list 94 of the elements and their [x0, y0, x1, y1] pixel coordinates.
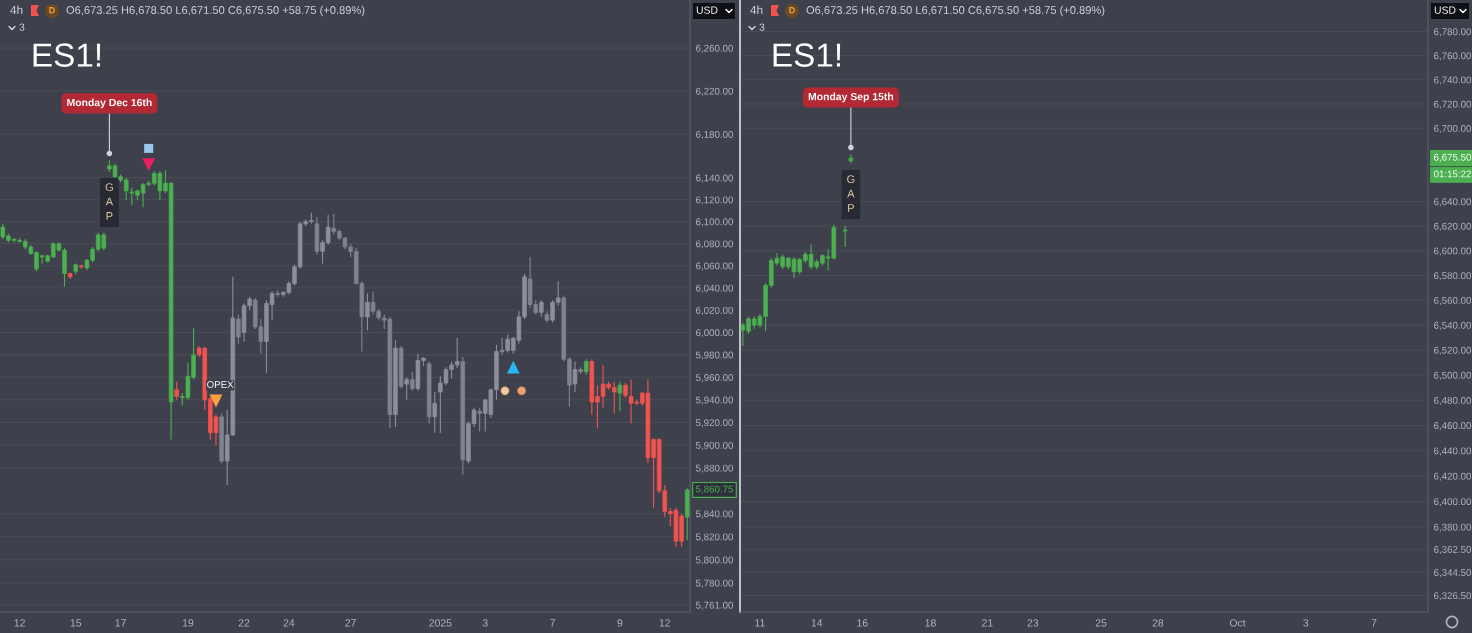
text: ES1! [773, 43, 841, 67]
annotation: GAP [847, 175, 855, 212]
annotation: 3 [19, 23, 25, 31]
x-tick-label: 3 [1303, 619, 1309, 627]
y-tick-label: 6,740.00 [1434, 76, 1472, 85]
annotation: Monday Sep 15th [808, 92, 894, 103]
text: 01:15:22 [1433, 170, 1471, 178]
y-tick-label: 6,060.00 [696, 262, 734, 271]
annotation: O6,673.25 H6,678.50 L6,671.50 C6,675.50 +58.75 (+0.89%) [66, 5, 365, 17]
y-tick-label: 6,460.00 [1434, 422, 1472, 431]
y-axis-title: USD [1434, 6, 1456, 14]
candlestick [842, 225, 848, 248]
y-axis-title: USD [696, 6, 718, 14]
annotation: D [789, 7, 795, 14]
x-tick-label: 7 [1371, 619, 1377, 627]
y-tick-label: 6,344.50 [1434, 569, 1472, 578]
y-tick-label: 5,920.00 [695, 419, 734, 428]
x-tick-label: 27 [345, 619, 356, 627]
y-tick-label: 6,180.00 [696, 131, 734, 140]
annotation: GAP [105, 183, 114, 220]
annotation: 3 [759, 23, 765, 31]
y-tick-label: 6,440.00 [1434, 447, 1472, 456]
x-tick-label: 21 [982, 619, 993, 627]
x-tick-label: 24 [283, 619, 295, 627]
y-tick-label: 6,100.00 [696, 218, 734, 227]
x-tick-label: 15 [70, 619, 82, 627]
y-tick-label: 6,120.00 [696, 196, 734, 205]
y-tick-label: 6,260.00 [696, 44, 734, 53]
y-tick-label: 5,820.00 [695, 533, 734, 542]
y-tick-label: 6,326.50 [1434, 592, 1472, 601]
candlestick [174, 381, 179, 401]
y-tick-label: 6,000.00 [696, 329, 734, 338]
y-tick-label: 6,580.00 [1434, 272, 1472, 281]
x-tick-label: 19 [182, 619, 194, 627]
annotation: 6,675.50 [1434, 153, 1472, 162]
x-tick-label: 28 [1152, 619, 1164, 627]
y-tick-label: 5,960.00 [695, 374, 734, 383]
x-tick-label: 22 [238, 619, 250, 627]
x-tick-label: Oct [1229, 619, 1246, 627]
y-tick-label: 6,040.00 [696, 284, 734, 293]
x-tick-label: 3 [482, 619, 488, 627]
y-tick-label: 6,620.00 [1434, 222, 1472, 231]
y-tick-label: 6,540.00 [1434, 321, 1472, 330]
x-tick-label: 25 [1095, 619, 1107, 627]
y-tick-label: 6,080.00 [696, 240, 734, 249]
y-tick-label: 6,520.00 [1434, 346, 1472, 355]
y-tick-label: 6,560.00 [1434, 296, 1472, 306]
x-tick-label: 7 [550, 619, 555, 627]
y-tick-label: 6,220.00 [696, 87, 734, 96]
chart-subtitle: 4h [10, 5, 23, 15]
x-tick-label: 17 [115, 619, 126, 627]
x-tick-label: 12 [659, 619, 671, 627]
point [142, 158, 156, 172]
annotation: O6,673.25 H6,678.50 L6,671.50 C6,675.50 +58.75 (+0.89%) [806, 5, 1105, 17]
annotation: D [49, 7, 55, 14]
y-tick-label: 6,780.00 [1434, 28, 1472, 37]
chart-subtitle: 4h [750, 5, 763, 15]
y-tick-label: 6,420.00 [1434, 472, 1472, 481]
series-label: OPEX [207, 381, 234, 388]
annotation: Monday Dec 16th [67, 98, 152, 109]
x-tick-label: 12 [14, 619, 25, 627]
y-tick-label: 5,840.00 [695, 510, 734, 519]
y-tick-label: 6,720.00 [1434, 100, 1472, 109]
y-tick-label: 6,380.00 [1434, 523, 1472, 532]
text: ES1! [33, 43, 101, 67]
y-tick-label: 5,780.00 [695, 579, 734, 588]
x-tick-label: 14 [811, 619, 823, 627]
x-tick-label: 9 [617, 619, 623, 627]
point [144, 143, 154, 153]
y-tick-label: 5,980.00 [695, 351, 734, 360]
x-tick-label: 2025 [429, 619, 452, 627]
y-tick-label: 5,940.00 [695, 396, 734, 405]
y-tick-label: 5,761.00 [695, 601, 734, 610]
y-tick-label: 5,880.00 [695, 464, 734, 473]
y-tick-label: 6,140.00 [696, 174, 734, 183]
candlestick [848, 153, 854, 164]
y-tick-label: 6,362.50 [1434, 546, 1472, 555]
y-tick-label: 6,480.00 [1434, 396, 1472, 405]
candlestick [617, 381, 623, 412]
y-tick-label: 6,020.00 [696, 306, 734, 315]
point [506, 360, 520, 374]
y-tick-label: 6,400.00 [1434, 498, 1472, 507]
annotation: 5,860.75 [695, 485, 733, 494]
x-tick-label: 18 [925, 619, 936, 627]
y-tick-label: 6,640.00 [1434, 198, 1472, 207]
y-tick-label: 6,700.00 [1434, 124, 1472, 133]
x-tick-label: 23 [1027, 619, 1039, 627]
y-tick-label: 6,600.00 [1434, 247, 1472, 256]
y-tick-label: 6,760.00 [1434, 52, 1472, 61]
y-tick-label: 5,800.00 [695, 556, 734, 565]
x-tick-label: 11 [755, 619, 765, 627]
y-tick-label: 6,500.00 [1434, 371, 1472, 380]
y-tick-label: 5,900.00 [695, 441, 734, 450]
x-tick-label: 16 [857, 619, 868, 627]
